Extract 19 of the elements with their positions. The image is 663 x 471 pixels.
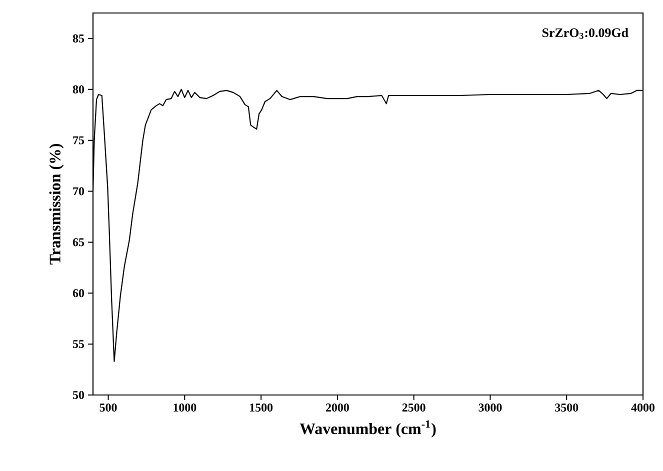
x-tick-label: 3000 <box>478 404 502 412</box>
y-axis-title: Transmission (%) <box>49 144 64 264</box>
x-tick-label: 3500 <box>555 404 578 412</box>
x-tick-label: 1000 <box>174 404 196 412</box>
annotation: SrZrO$_{3}$:0.09Gd <box>542 28 628 39</box>
y-tick-label: 65 <box>72 238 84 246</box>
y-tick-label: 60 <box>72 289 84 298</box>
x-axis-title: Wavenumber (cm$^{-1}$) <box>300 420 436 438</box>
y-tick-label: 80 <box>72 85 84 94</box>
y-tick-label: 85 <box>72 34 84 42</box>
x-tick-label: 2500 <box>402 404 426 412</box>
y-tick-label: 55 <box>73 340 84 348</box>
x-tick-label: 1500 <box>250 404 273 412</box>
y-tick-label: 70 <box>73 187 84 196</box>
y-tick-label: 75 <box>73 136 84 144</box>
x-tick-label: 500 <box>100 404 117 412</box>
x-tick-label: 2000 <box>326 404 349 412</box>
y-tick-label: 50 <box>73 390 84 400</box>
x-tick-label: 4000 <box>631 404 654 412</box>
